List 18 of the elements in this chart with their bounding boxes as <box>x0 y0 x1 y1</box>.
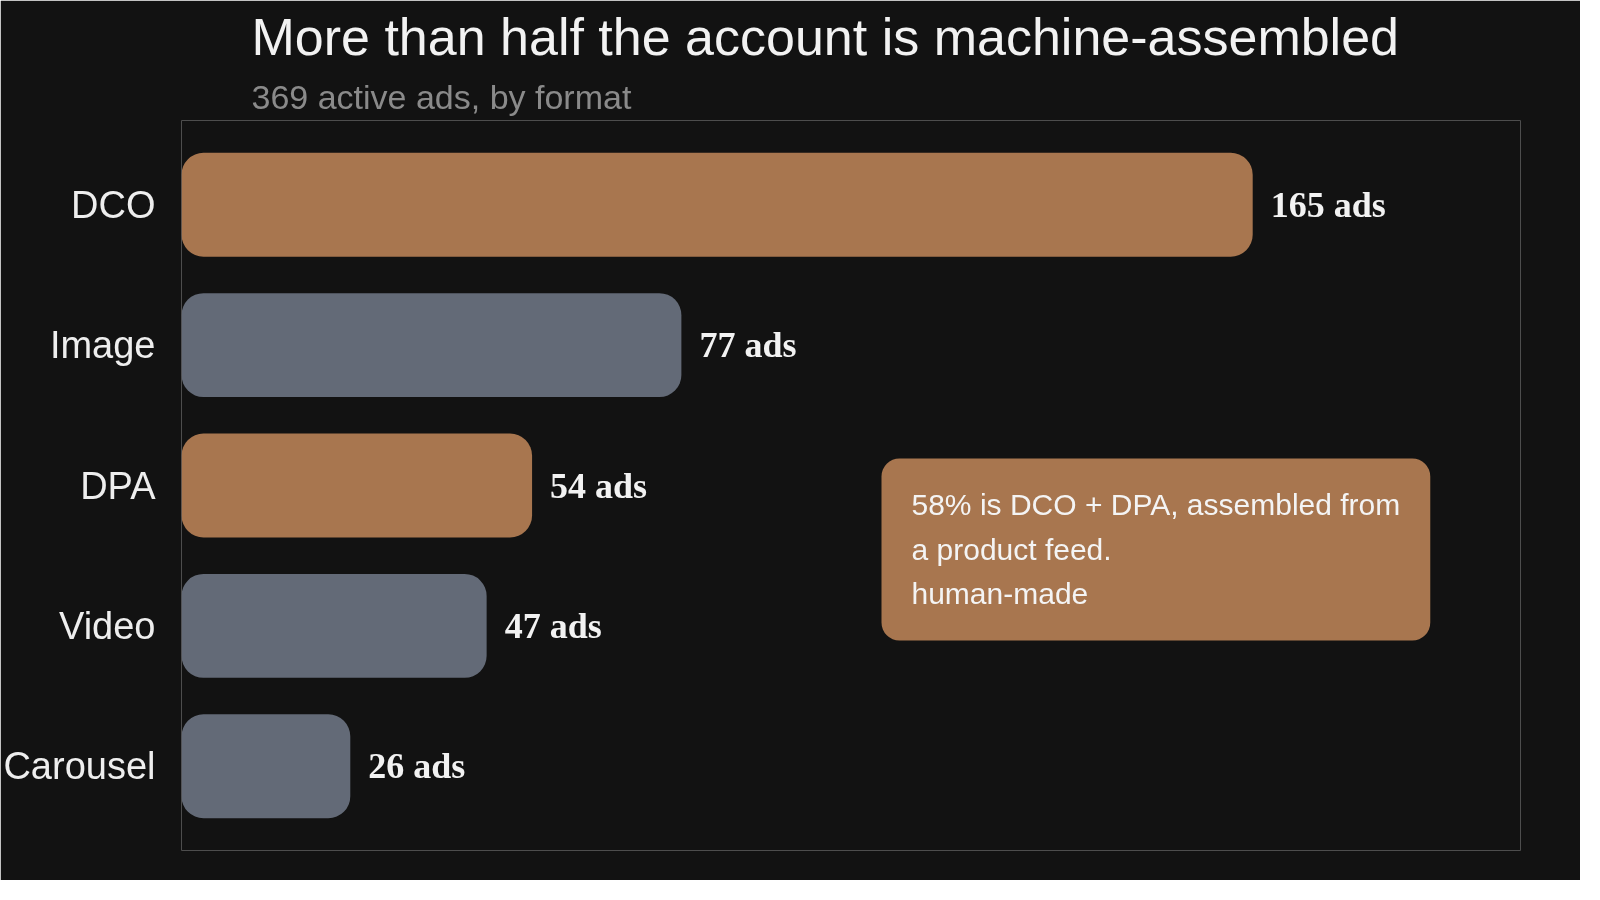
y-tick-label: Image <box>49 324 156 367</box>
chart-subtitle: 369 active ads, by format <box>251 77 632 116</box>
data-label: 54 ads <box>550 465 648 506</box>
chart-title: More than half the account is machine-assembled <box>251 7 1400 66</box>
y-tick-label: Carousel <box>3 745 156 788</box>
y-tick-label: DPA <box>80 464 157 507</box>
bar <box>181 714 351 819</box>
bar <box>181 573 487 678</box>
bar <box>181 293 682 398</box>
data-label: 77 ads <box>699 325 797 366</box>
data-label: 165 ads <box>1270 184 1386 225</box>
data-label: 26 ads <box>368 746 466 787</box>
annotation: 58% is DCO + DPA, assembled from a product feed. human-made <box>911 488 1401 611</box>
y-tick-label: Video <box>59 604 156 647</box>
y-tick-label: DCO <box>71 183 156 226</box>
data-label: 47 ads <box>504 605 602 646</box>
bar <box>181 152 1253 257</box>
bar <box>181 433 533 538</box>
